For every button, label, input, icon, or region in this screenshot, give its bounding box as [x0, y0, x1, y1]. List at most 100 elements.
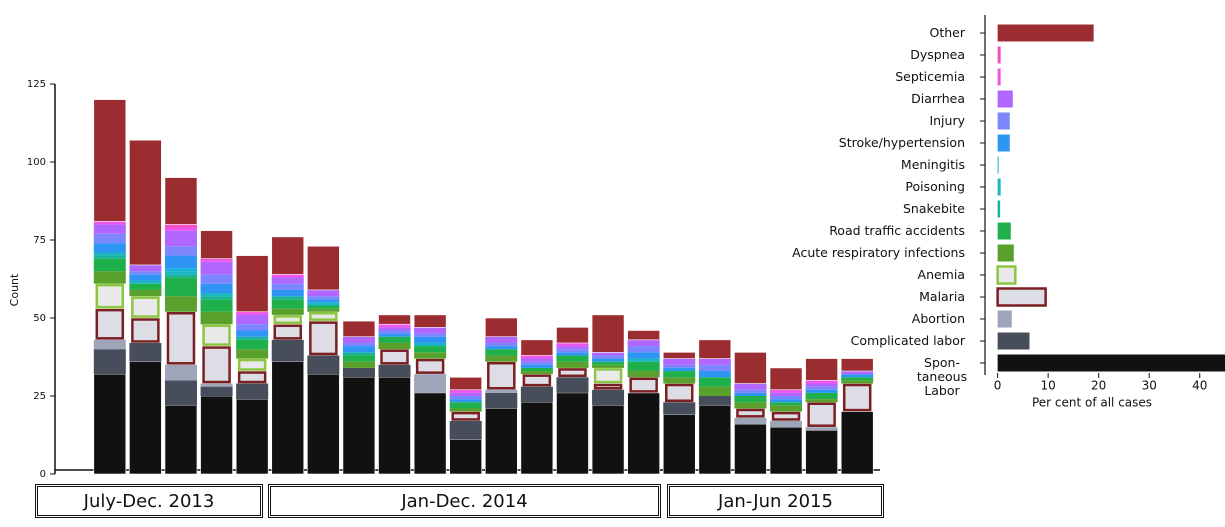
bar-segment — [449, 399, 482, 403]
bar-segment — [237, 371, 267, 384]
bar-segment — [841, 371, 874, 375]
bar-segment — [414, 333, 447, 337]
bar-segment — [164, 177, 198, 225]
bar-segment — [129, 264, 162, 272]
bar-segment — [805, 430, 838, 475]
bar-segment — [164, 405, 198, 475]
bar-segment — [663, 358, 696, 365]
bar-segment — [698, 396, 731, 406]
bar-segment — [592, 352, 625, 356]
bar-segment — [307, 245, 340, 291]
bar-segment — [378, 314, 411, 325]
bar-segment — [662, 414, 696, 475]
bar-segment — [307, 302, 340, 306]
y-tick-label: 75 — [33, 235, 46, 246]
category-label: Diarrhea — [911, 91, 965, 106]
bar-segment — [805, 380, 838, 384]
bar-segment — [770, 396, 803, 400]
bar-segment — [202, 324, 231, 346]
bar-segment — [698, 377, 731, 387]
bar-segment — [520, 401, 554, 475]
bar-segment — [342, 355, 375, 362]
period-box: July-Dec. 2013 — [35, 484, 263, 518]
bar-segment — [200, 383, 233, 387]
bar-segment — [805, 358, 838, 381]
bar-segment — [485, 349, 518, 356]
bar-segment — [805, 399, 838, 403]
bar-segment — [840, 411, 874, 475]
bar-segment — [164, 380, 197, 406]
bar-segment — [93, 258, 126, 272]
bar-segment — [271, 299, 304, 309]
bar-segment — [485, 336, 518, 343]
bar-segment — [93, 373, 127, 475]
bar-segment — [236, 336, 269, 340]
bar-segment — [164, 246, 197, 256]
category-label: Malaria — [919, 289, 965, 304]
bar-segment — [485, 355, 518, 362]
bar — [997, 24, 1094, 42]
bar — [997, 90, 1013, 108]
bar-segment — [93, 255, 126, 259]
bar-segment — [665, 383, 694, 402]
bar-segment — [93, 243, 126, 253]
x-tick-label: 0 — [994, 379, 1002, 393]
bar-segment — [734, 383, 767, 390]
bar-segment — [129, 280, 162, 284]
bar — [997, 68, 1001, 86]
category-label: Acute respiratory infections — [792, 245, 965, 260]
bar-segment — [593, 368, 623, 384]
bar-segment — [236, 330, 269, 337]
bar-segment — [164, 230, 197, 247]
bar-segment — [307, 299, 340, 303]
bar-segment — [235, 398, 269, 475]
bar-segment — [520, 364, 553, 368]
bar-segment — [591, 314, 625, 353]
bar-segment — [129, 274, 162, 281]
bar-segment — [627, 392, 660, 475]
bar-segment — [449, 396, 482, 400]
bar-segment — [307, 305, 340, 309]
bar-segment — [378, 333, 411, 337]
bar-segment — [734, 352, 767, 384]
bar-segment — [770, 399, 803, 403]
bar-segment — [200, 299, 233, 312]
bar-segment — [556, 327, 589, 344]
bar-segment — [414, 327, 447, 334]
bar-segment — [592, 358, 625, 362]
bar-segment — [556, 352, 589, 356]
bar-segment — [627, 346, 660, 353]
bar-segment — [698, 386, 731, 396]
category-label: Septicemia — [895, 69, 965, 84]
bar-segment — [734, 417, 767, 425]
bar-segment — [805, 383, 838, 387]
bar-segment — [842, 383, 872, 412]
bar-segment — [378, 336, 411, 343]
bar-segment — [342, 376, 376, 475]
bar-segment — [770, 405, 803, 412]
x-tick-label: 20 — [1091, 379, 1106, 393]
bar-segment — [271, 236, 305, 275]
bar-segment — [237, 358, 267, 371]
bar — [997, 156, 999, 174]
bar — [996, 287, 1047, 307]
bar-segment — [164, 227, 197, 231]
bar-segment — [556, 355, 589, 362]
bar-segment — [164, 296, 197, 312]
bar-segment — [520, 355, 553, 359]
bar-segment — [449, 402, 482, 409]
bar-segment — [93, 233, 126, 244]
y-tick-label: 100 — [27, 157, 46, 168]
bar-segment — [805, 392, 838, 400]
bar-segment — [734, 389, 767, 393]
category-label: Dyspnea — [910, 47, 965, 62]
hbar-area — [996, 24, 1225, 372]
category-label: Anemia — [917, 267, 965, 282]
bar-segment — [556, 346, 589, 350]
bar-segment — [591, 405, 625, 475]
bar-segment — [93, 99, 127, 222]
bar — [997, 112, 1010, 130]
bar-segment — [131, 318, 160, 343]
y-tick-label: 50 — [33, 313, 46, 324]
